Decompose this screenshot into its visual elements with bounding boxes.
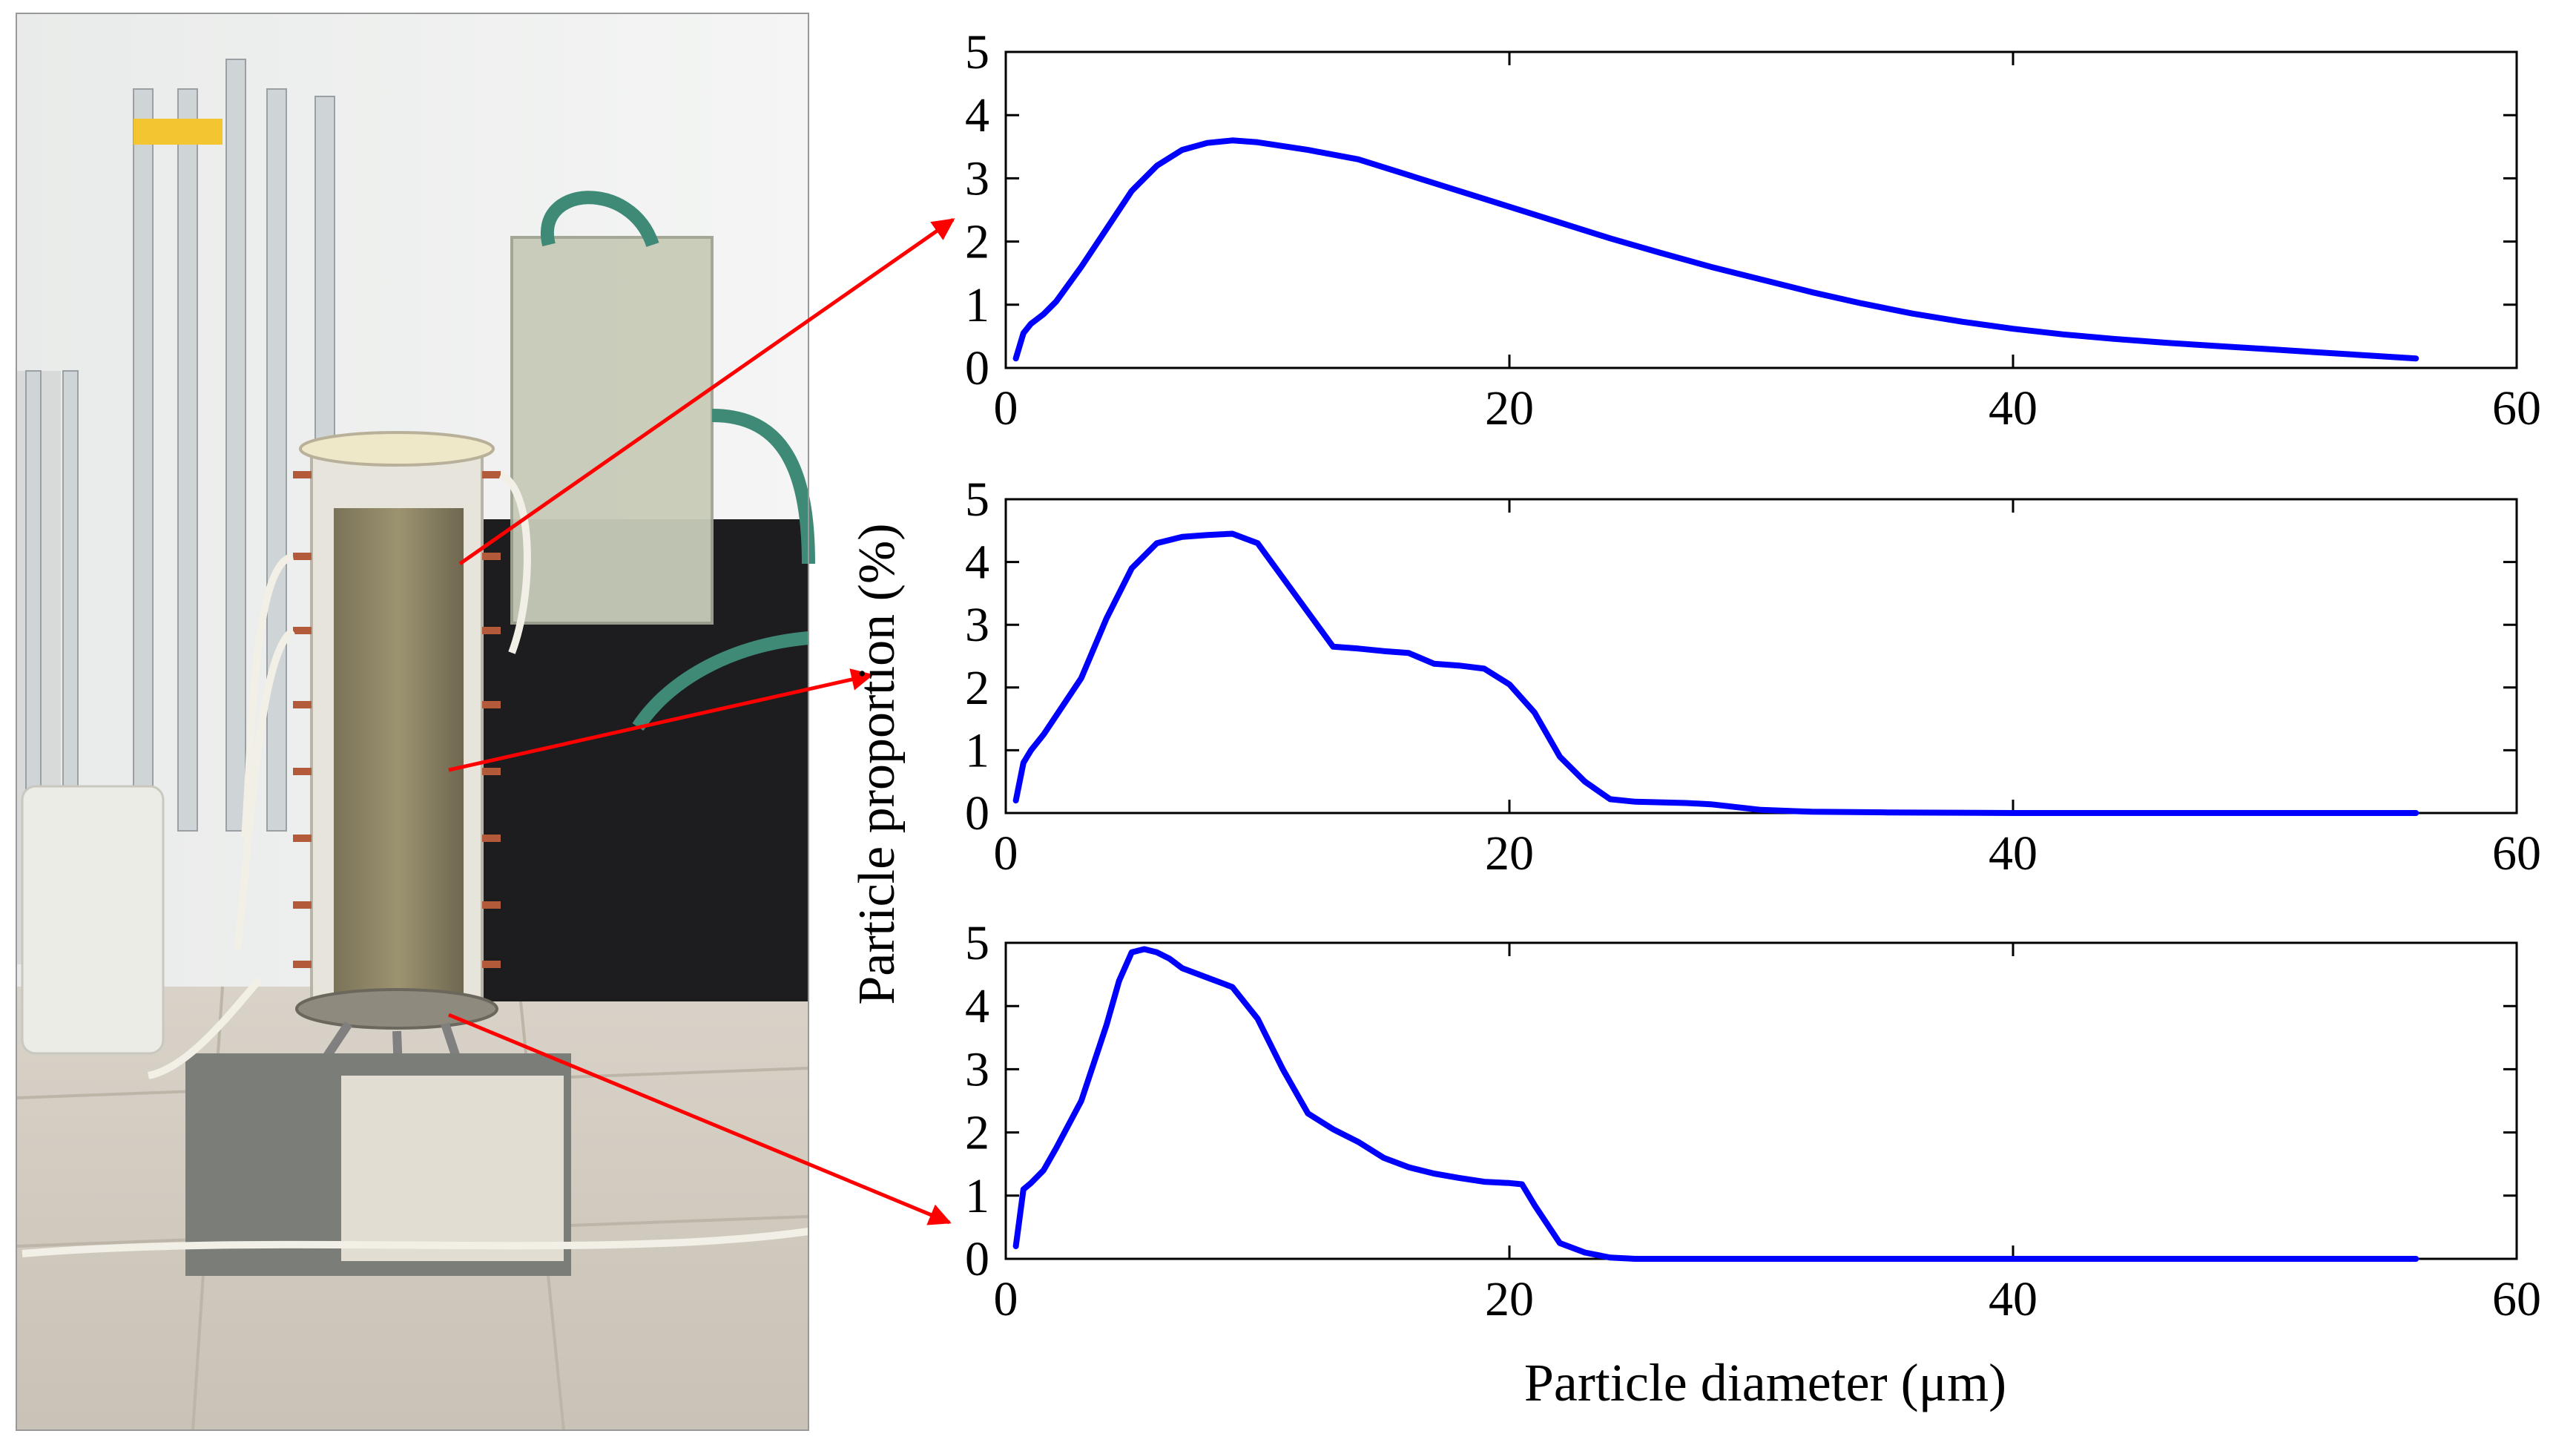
y-tick-label: 0: [965, 341, 989, 395]
y-tick-label: 4: [965, 536, 989, 590]
y-tick-label: 3: [965, 1042, 989, 1096]
lab-apparatus-photo: [16, 13, 815, 1431]
y-tick-label: 3: [965, 598, 989, 652]
photo-ruler: [266, 88, 287, 832]
x-axis-label: Particle diameter (μm): [1524, 1353, 2006, 1412]
x-tick-label: 40: [1989, 381, 2038, 435]
y-tick-label: 1: [965, 278, 989, 332]
series-line-1: [1012, 137, 2419, 362]
y-tick-label: 0: [965, 786, 989, 840]
x-tick-label: 20: [1485, 381, 1534, 435]
arrow-lower-to-bottom-chart: [448, 1013, 952, 1225]
y-tick-label: 5: [965, 25, 989, 79]
photo-column-sand: [334, 508, 464, 1001]
photo-ruler: [177, 88, 198, 832]
arrow-upper-to-top-chart: [458, 217, 955, 566]
y-axis-label: Particle proportion (%): [849, 523, 906, 1004]
arrow-middle-to-middle-chart: [448, 668, 874, 772]
y-tick-label: 2: [965, 661, 989, 715]
photo-base-tile: [341, 1076, 564, 1261]
series-line-2: [1012, 530, 2419, 816]
series-line-3: [1012, 946, 2419, 1262]
photo-ruler: [225, 59, 246, 832]
y-tick-label: 4: [965, 979, 989, 1033]
photo-white-jerrycan: [21, 785, 165, 1055]
photo-yellow-tape: [134, 119, 223, 145]
x-tick-label: 40: [1989, 826, 2038, 881]
photo-column-base: [295, 988, 498, 1030]
photo-ruler: [133, 88, 154, 832]
x-tick-label: 60: [2492, 826, 2541, 881]
y-tick-label: 2: [965, 215, 989, 269]
photo-white-tubing: [22, 471, 809, 1257]
plot-frame: [1004, 50, 2518, 369]
y-tick-label: 2: [965, 1106, 989, 1160]
y-tick-label: 0: [965, 1232, 989, 1286]
photo-sampling-taps: [293, 471, 501, 968]
plot-frame: [1004, 498, 2518, 814]
y-tick-label: 3: [965, 151, 989, 205]
y-tick-label: 5: [965, 916, 989, 970]
photo-frame: [16, 13, 809, 1431]
x-tick-label: 0: [994, 826, 1018, 881]
x-tick-label: 20: [1485, 1272, 1534, 1326]
x-tick-label: 60: [2492, 1272, 2541, 1326]
x-tick-label: 0: [994, 1272, 1018, 1326]
y-tick-label: 1: [965, 1169, 989, 1223]
y-tick-label: 5: [965, 473, 989, 527]
x-tick-label: 60: [2492, 381, 2541, 435]
x-tick-label: 40: [1989, 1272, 2038, 1326]
photo-water-tank: [510, 236, 714, 625]
y-tick-label: 4: [965, 88, 989, 142]
photo-green-hose: [541, 191, 815, 731]
pointer-arrows: [448, 217, 955, 1225]
x-tick-label: 20: [1485, 826, 1534, 881]
x-tick-label: 0: [994, 381, 1018, 435]
photo-column-lid: [299, 431, 495, 467]
y-tick-label: 1: [965, 723, 989, 777]
